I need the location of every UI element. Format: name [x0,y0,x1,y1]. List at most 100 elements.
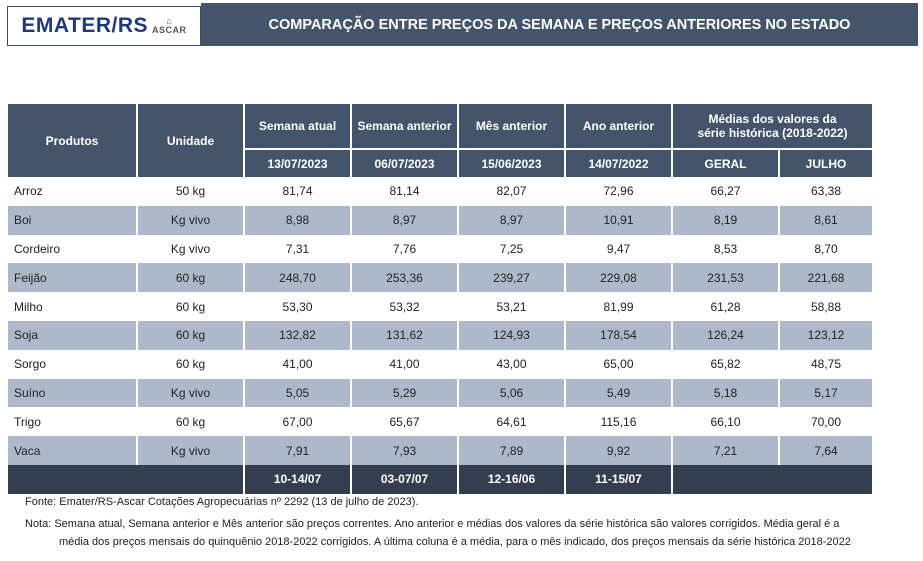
product-cell: Boi [8,205,138,235]
logo-text: EMATER/RS [21,14,149,37]
price-cell: 9,47 [565,234,673,264]
note-line: média dos preços mensais do quinquênio 2… [59,536,851,548]
price-cell: 81,74 [244,177,352,206]
price-cell: 7,31 [244,234,352,264]
price-cell: 65,82 [672,349,780,379]
price-cell: 8,97 [351,205,459,235]
price-cell: 239,27 [458,263,566,293]
price-cell: 7,93 [351,436,459,465]
price-cell: 5,49 [565,378,673,408]
price-cell: 7,21 [672,436,780,465]
price-cell: 53,21 [458,292,566,321]
price-cell: 7,76 [351,234,459,264]
price-cell: 70,00 [810,414,842,429]
price-cell: 81,99 [565,292,673,321]
table-row: Cordeiro Kg vivo 7,31 7,76 7,25 9,47 8,53 8,70 [8,234,872,264]
price-cell: 66,10 [672,407,780,437]
price-cell: 53,30 [244,292,352,321]
price-cell: 5,05 [244,378,352,408]
page-title: COMPARAÇÃO ENTRE PREÇOS DA SEMANA E PREÇ… [201,3,918,46]
price-cell: 253,36 [351,263,459,293]
price-cell: 9,92 [565,436,673,465]
price-cell: 123,12 [779,320,872,350]
unit-cell: 60 kg [137,407,245,437]
price-cell: 7,89 [458,436,566,465]
period-cell: 10-14/07 [244,464,352,494]
product-cell: Soja [8,320,138,350]
date-header: 15/06/2023 [458,148,566,177]
date-header: 14/07/2022 [565,148,673,177]
price-cell: 5,06 [458,378,566,408]
table-row: Boi Kg vivo 8,98 8,97 8,97 10,91 8,19 8,61 [8,205,872,235]
price-cell: 124,93 [458,320,566,350]
price-cell: 8,98 [244,205,352,235]
price-cell: 81,14 [351,177,459,206]
product-cell: Arroz [8,177,138,206]
price-cell: 5,17 [779,378,872,408]
price-cell: 248,70 [244,263,352,293]
col-julho: JULHO [779,148,872,177]
date-header: 13/07/2023 [244,148,352,177]
price-cell: 8,61 [779,205,872,235]
footer-blank [8,464,245,494]
date-header: 06/07/2023 [351,148,459,177]
unit-cell: Kg vivo [137,378,245,408]
price-cell: 64,61 [458,407,566,437]
price-cell: 131,62 [351,320,459,350]
price-cell: 10,91 [565,205,673,235]
price-cell: 72,96 [565,177,673,206]
price-cell: 8,19 [672,205,780,235]
price-cell: 66,27 [672,177,780,206]
col-medias: Médias dos valores da série histórica (2… [672,104,872,149]
note-line: Nota: Semana atual, Semana anterior e Mê… [25,518,840,530]
col-ano-anterior: Ano anterior [565,104,673,149]
price-cell: 48,75 [810,357,842,372]
price-cell: 67,00 [244,407,352,437]
price-cell: 7,25 [458,234,566,264]
table-row: Vaca Kg vivo 7,91 7,93 7,89 9,92 7,21 7,64 [8,436,872,465]
emater-logo: EMATER/RS ⌂ ASCAR [7,6,201,46]
price-cell: 7,64 [779,436,872,465]
col-unidade: Unidade [137,104,245,177]
price-cell: 231,53 [672,263,780,293]
period-cell: 12-16/06 [458,464,566,494]
price-cell: 43,00 [458,349,566,379]
price-cell: 132,82 [244,320,352,350]
note: Nota: Semana atual, Semana anterior e Mê… [25,515,895,551]
price-cell: 5,18 [672,378,780,408]
price-cell: 58,88 [810,299,842,314]
unit-cell: Kg vivo [137,234,245,264]
unit-cell: 60 kg [137,263,245,293]
price-cell: 7,91 [244,436,352,465]
table-row: Sorgo 60 kg 41,00 41,00 43,00 65,00 65,82 48,75 [8,349,872,379]
price-table: Produtos Unidade Semana atual Semana ant… [8,104,872,494]
table-row: Soja 60 kg 132,82 131,62 124,93 178,54 126,24 1… [8,320,872,350]
unit-cell: Kg vivo [137,205,245,235]
source-note: Fonte: Emater/RS-Ascar Cotações Agropecu… [25,496,419,508]
price-cell: 178,54 [565,320,673,350]
footer-blank [672,464,872,494]
unit-cell: Kg vivo [137,436,245,465]
table-row: Arroz 50 kg 81,74 81,14 82,07 72,96 66,27 63,38 [8,177,872,206]
table-row: Feijão 60 kg 248,70 253,36 239,27 229,08 231,5… [8,263,872,293]
price-cell: 65,00 [565,349,673,379]
product-cell: Feijão [8,263,138,293]
product-cell: Sorgo [8,349,138,379]
price-cell: 53,32 [351,292,459,321]
unit-cell: 60 kg [137,292,245,321]
table-row: Trigo 60 kg 67,00 65,67 64,61 115,16 66,10 70,0… [8,407,872,437]
unit-cell: 50 kg [137,177,245,206]
product-cell: Trigo [8,407,138,437]
col-geral: GERAL [672,148,780,177]
price-cell: 8,70 [814,241,838,256]
ascar-logo-icon: ⌂ ASCAR [152,16,187,35]
table-row: Suíno Kg vivo 5,05 5,29 5,06 5,49 5,18 5,17 [8,378,872,408]
col-semana-atual: Semana atual [244,104,352,149]
period-cell: 03-07/07 [351,464,459,494]
price-cell: 82,07 [458,177,566,206]
price-cell: 65,67 [351,407,459,437]
price-cell: 221,68 [779,263,872,293]
price-cell: 8,53 [672,234,780,264]
price-cell: 8,97 [458,205,566,235]
price-cell: 115,16 [565,407,673,437]
